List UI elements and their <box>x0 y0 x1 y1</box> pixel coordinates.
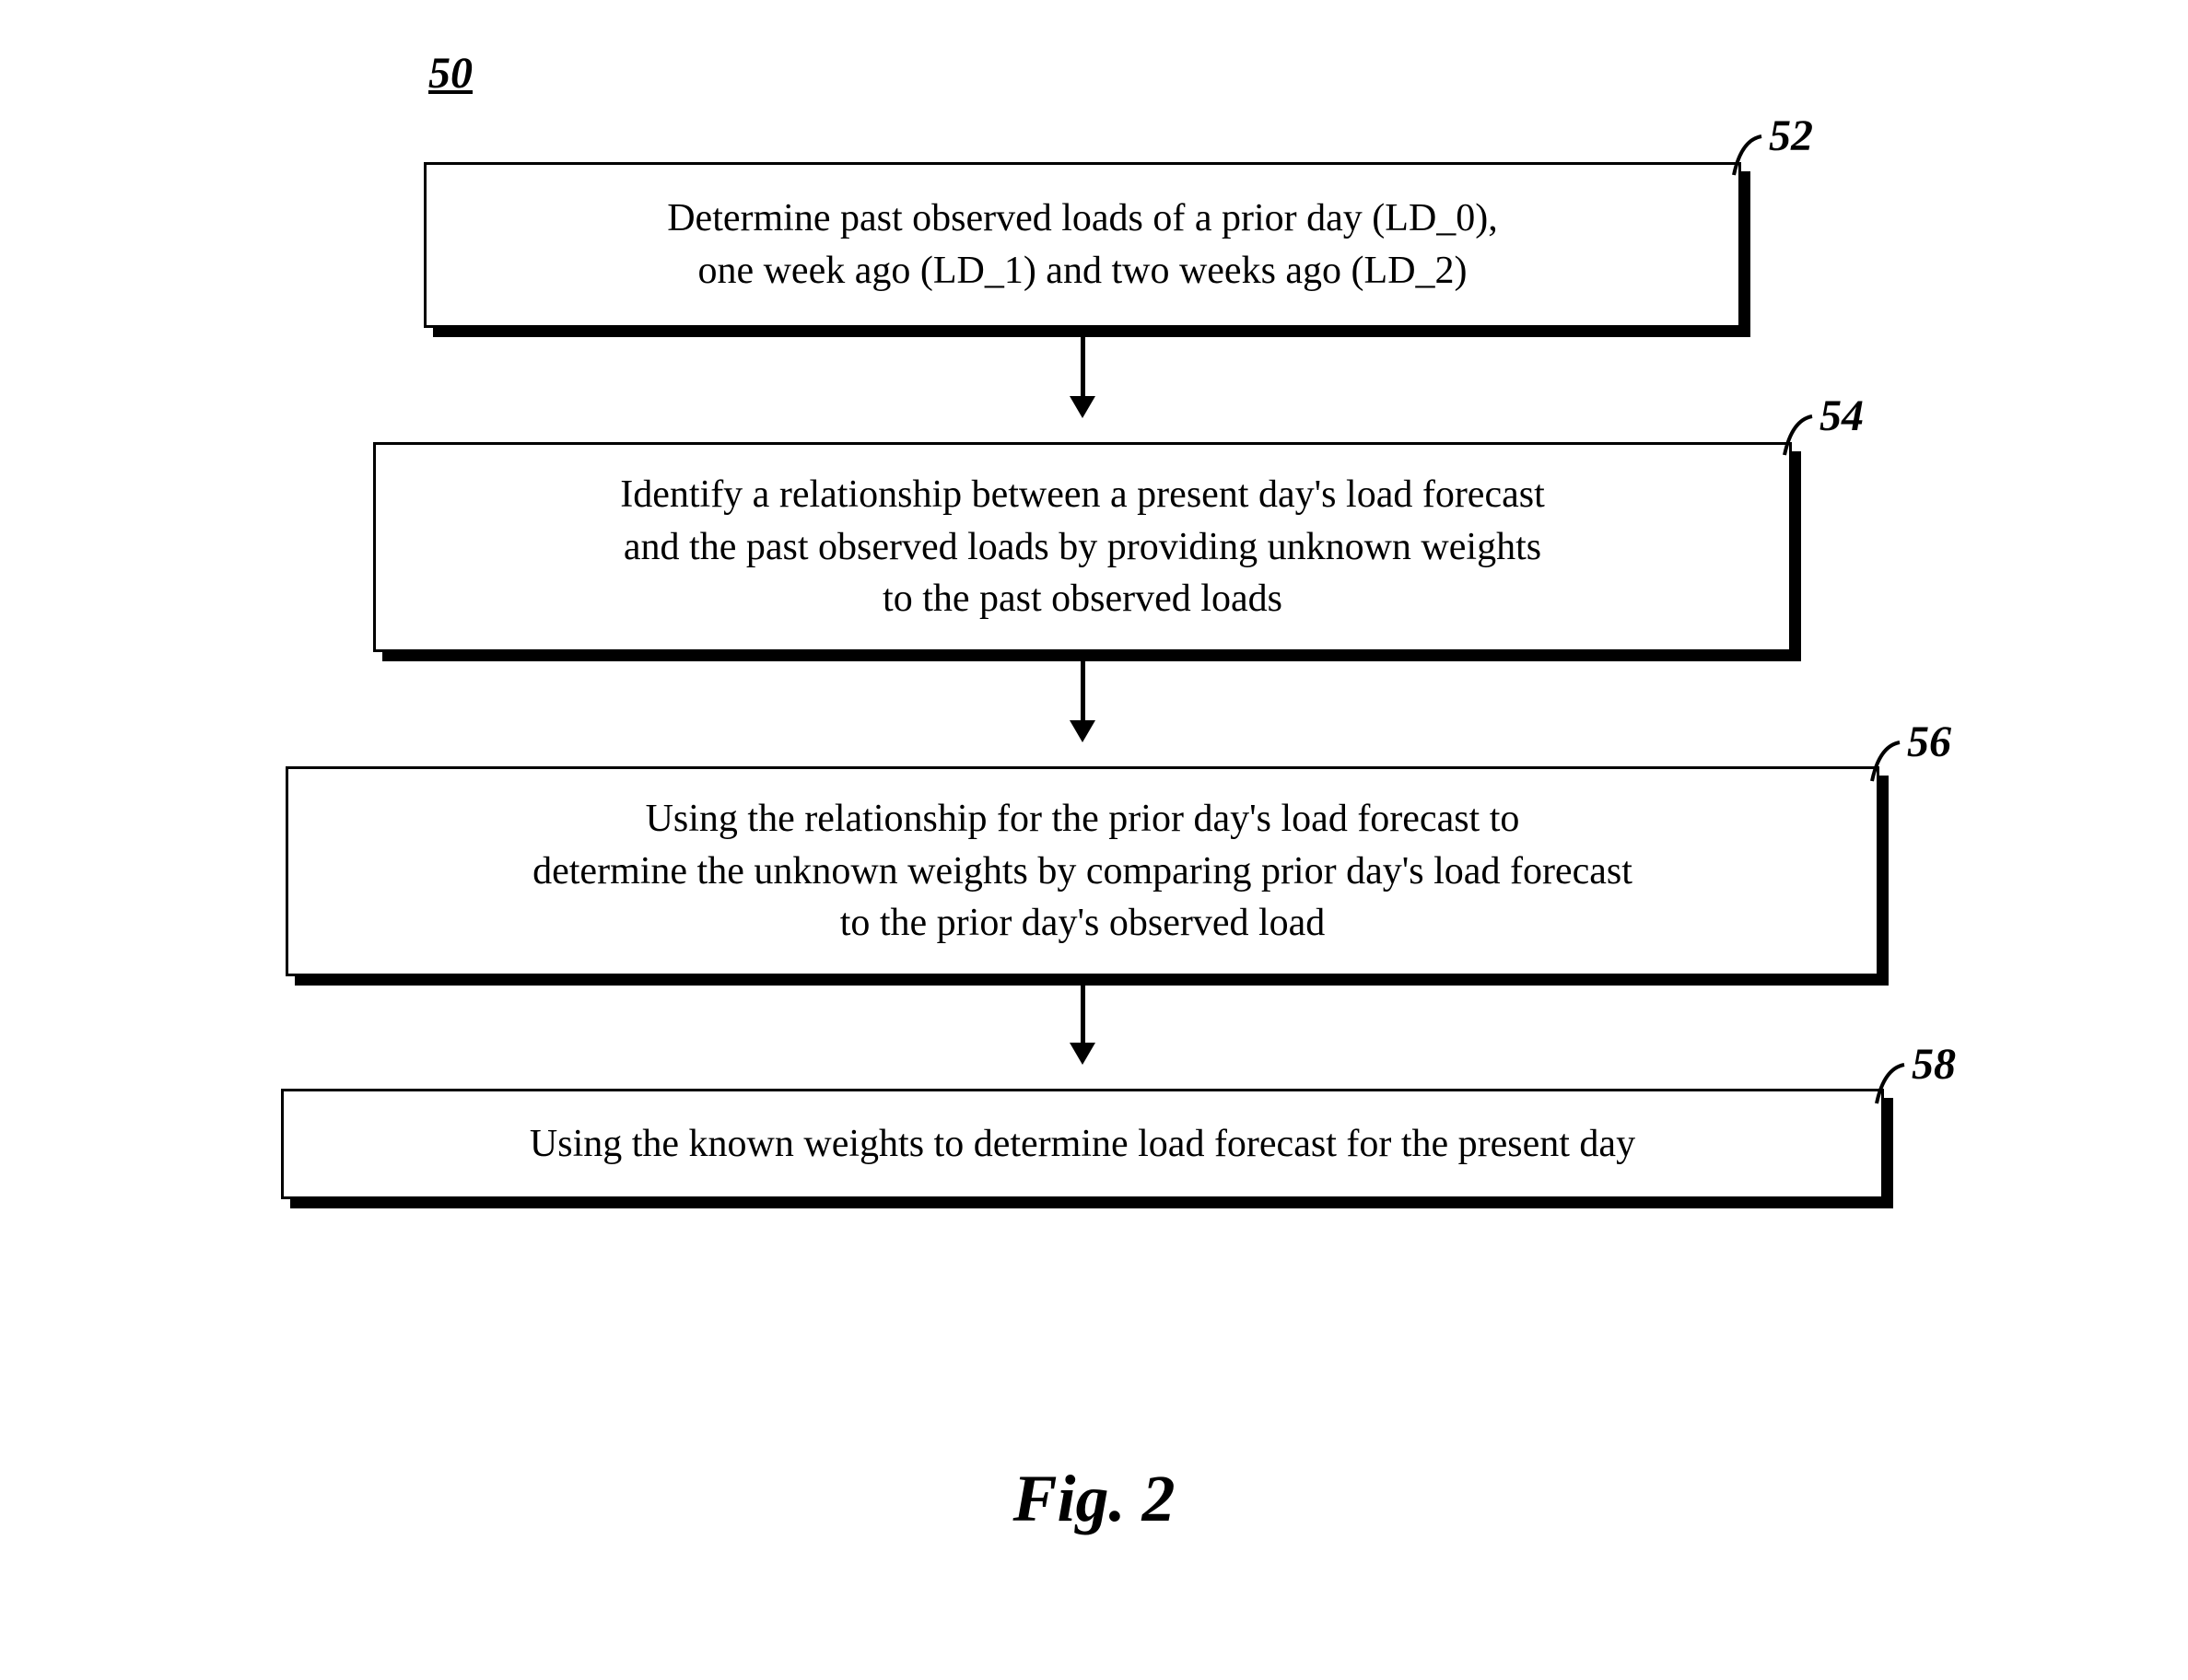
arrow-head-n52-n54 <box>1070 396 1095 418</box>
ref-label-54: 54 <box>1819 391 1864 441</box>
arrow-head-n56-n58 <box>1070 1043 1095 1065</box>
leader-line-58 <box>1873 1063 1906 1105</box>
leader-line-52 <box>1730 134 1763 177</box>
arrow-n56-n58 <box>1081 986 1085 1043</box>
arrow-head-n54-n56 <box>1070 720 1095 742</box>
flow-step-54: Identify a relationship between a presen… <box>373 442 1792 652</box>
arrow-n54-n56 <box>1081 661 1085 720</box>
ref-label-56: 56 <box>1907 717 1951 767</box>
leader-line-54 <box>1781 414 1814 457</box>
ref-label-58: 58 <box>1912 1039 1956 1090</box>
ref-label-52: 52 <box>1769 111 1813 161</box>
arrow-n52-n54 <box>1081 337 1085 396</box>
leader-line-56 <box>1868 741 1901 783</box>
flow-step-56: Using the relationship for the prior day… <box>286 766 1879 976</box>
figure-number-label: 50 <box>428 48 473 99</box>
figure-caption: Fig. 2 <box>0 1461 2188 1537</box>
flow-step-58: Using the known weights to determine loa… <box>281 1089 1884 1199</box>
flow-step-52: Determine past observed loads of a prior… <box>424 162 1741 328</box>
